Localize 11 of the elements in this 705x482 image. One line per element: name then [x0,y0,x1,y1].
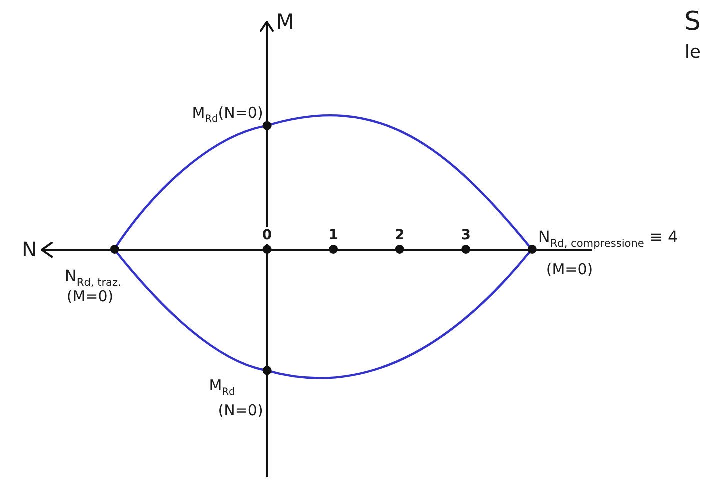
y-axis-title: M [276,10,294,34]
x-tick-label: 2 [394,228,405,244]
text: le [684,42,702,63]
x-tick-label: 0 [262,228,272,244]
annotation: (M=0) [66,288,114,306]
x-tick-label: 1 [328,228,338,244]
x-tick-label: 3 [461,228,471,244]
annotation: (M=0) [546,260,594,278]
text: S [684,7,702,37]
x-axis-title: N [22,238,38,262]
annotation: (N=0) [218,402,264,420]
